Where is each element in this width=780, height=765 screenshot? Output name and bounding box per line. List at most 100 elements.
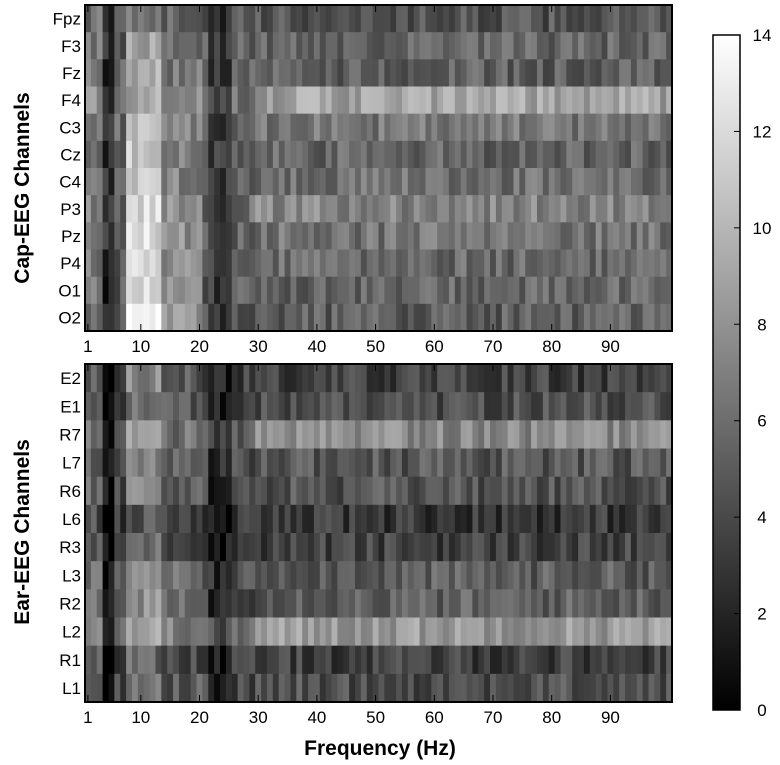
cap-cell (190, 276, 198, 305)
cap-cell (167, 32, 174, 60)
cap-cell (237, 113, 245, 142)
ear-cell (448, 392, 456, 421)
cap-cell (572, 303, 579, 332)
cap-cell (607, 303, 614, 332)
cap-cell (237, 168, 245, 196)
ear-cell (284, 561, 292, 590)
ear-cell (272, 561, 280, 590)
cap-cell (208, 140, 215, 169)
cap-cell (378, 86, 385, 115)
ear-cell (302, 645, 309, 675)
ear-cell (642, 645, 650, 675)
ear-cell (443, 673, 450, 703)
cap-cell (366, 59, 374, 88)
cap-cell (149, 86, 157, 115)
ear-cell (208, 364, 215, 393)
cap-cell (343, 140, 350, 169)
cap-cell (208, 276, 215, 305)
cap-cell (425, 195, 432, 223)
cap-cell (243, 222, 250, 251)
ear-cell (231, 420, 239, 450)
ear-cell (225, 364, 233, 393)
cap-cell (255, 86, 262, 115)
cap-cell (601, 195, 609, 223)
cap-cell (484, 222, 491, 251)
ear-cell (630, 617, 638, 647)
cap-cell (319, 59, 327, 88)
cap-cell (231, 86, 239, 115)
cap-cell (625, 140, 632, 169)
ear-cell (120, 533, 127, 562)
ear-cell (401, 364, 409, 393)
cap-cell (355, 86, 362, 115)
cap-cell (589, 168, 597, 196)
ear-cell (378, 561, 385, 590)
cap-cell (542, 140, 550, 169)
cap-cell (149, 32, 157, 60)
cap-cell (220, 249, 227, 278)
cap-cell (625, 195, 632, 223)
ear-cell (525, 645, 532, 675)
cap-cell (460, 249, 468, 278)
ear-cell (325, 589, 333, 619)
ear-cell (401, 476, 409, 506)
cap-cell (443, 5, 450, 33)
ear-cell (484, 617, 491, 647)
cap-cell (548, 249, 556, 278)
ear-x-tick-label: 10 (131, 708, 150, 727)
ear-cell (114, 448, 121, 478)
cap-cell (495, 222, 503, 251)
ear-cell (619, 617, 626, 647)
ear-cell (96, 420, 104, 450)
ear-cell (161, 561, 168, 590)
cap-cell (572, 249, 579, 278)
cap-cell (454, 32, 462, 60)
ear-cell (636, 364, 644, 393)
ear-cell (548, 392, 556, 421)
cap-cell (425, 5, 432, 33)
ear-cell (90, 448, 98, 478)
ear-cell (531, 364, 538, 393)
cap-cell (513, 276, 520, 305)
cap-cell (413, 276, 421, 305)
cap-cell (384, 32, 391, 60)
cap-cell (290, 140, 297, 169)
ear-cell (519, 420, 526, 450)
ear-cell (349, 476, 356, 506)
cap-cell (396, 222, 403, 251)
cap-cell (161, 222, 168, 251)
ear-cell (173, 645, 180, 675)
ear-cell (90, 420, 98, 450)
colorbar-tick-label: 12 (753, 122, 772, 141)
cap-cell (284, 32, 292, 60)
cap-cell (343, 222, 350, 251)
cap-cell (601, 303, 609, 332)
cap-cell (619, 276, 626, 305)
ear-cell (654, 645, 661, 675)
ear-cell (337, 476, 344, 506)
ear-cell (202, 364, 209, 393)
cap-cell (161, 140, 168, 169)
cap-cell (155, 195, 162, 223)
cap-x-tick-label: 60 (425, 337, 444, 356)
cap-cell (466, 59, 474, 88)
ear-cell (114, 364, 121, 393)
ear-cell (190, 504, 198, 534)
cap-cell (490, 5, 497, 33)
ear-cell (149, 533, 157, 562)
cap-cell (443, 303, 450, 332)
cap-cell (460, 86, 468, 115)
ear-cell (448, 533, 456, 562)
ear-cell (443, 476, 450, 506)
cap-cell (308, 249, 315, 278)
ear-cell (431, 476, 438, 506)
ear-cell (407, 364, 415, 393)
cap-cell (478, 168, 485, 196)
ear-cell (630, 673, 638, 703)
cap-cell (243, 32, 250, 60)
cap-cell (137, 195, 145, 223)
cap-cell (478, 86, 485, 115)
cap-cell (366, 195, 374, 223)
ear-cell (613, 645, 620, 675)
ear-cell (173, 673, 180, 703)
